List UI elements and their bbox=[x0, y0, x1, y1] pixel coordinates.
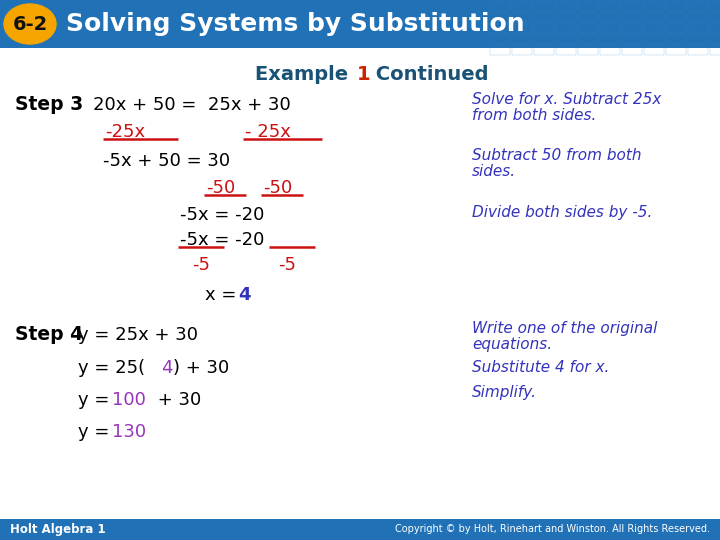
Text: Holt Algebra 1: Holt Algebra 1 bbox=[10, 523, 106, 536]
Bar bbox=[578, 24, 598, 33]
Bar bbox=[644, 13, 664, 22]
Text: 4: 4 bbox=[238, 286, 251, 304]
Text: Copyright © by Holt, Rinehart and Winston. All Rights Reserved.: Copyright © by Holt, Rinehart and Winsto… bbox=[395, 524, 710, 535]
Bar bbox=[534, 24, 554, 33]
Bar bbox=[688, 35, 708, 44]
Text: -5: -5 bbox=[278, 256, 296, 274]
Text: -50: -50 bbox=[206, 179, 235, 197]
Text: 1: 1 bbox=[357, 64, 371, 84]
Text: 4: 4 bbox=[161, 359, 173, 377]
Text: Solving Systems by Substitution: Solving Systems by Substitution bbox=[66, 12, 525, 36]
Bar bbox=[644, 46, 664, 55]
Bar bbox=[710, 46, 720, 55]
Bar bbox=[600, 35, 620, 44]
Text: 20x + 50 =  25x + 30: 20x + 50 = 25x + 30 bbox=[93, 96, 291, 114]
Bar bbox=[490, 24, 510, 33]
Text: y = 25x + 30: y = 25x + 30 bbox=[78, 326, 198, 344]
Bar bbox=[556, 46, 576, 55]
Bar bbox=[688, 24, 708, 33]
Bar bbox=[534, 46, 554, 55]
Text: y =: y = bbox=[78, 391, 115, 409]
Text: ) + 30: ) + 30 bbox=[173, 359, 229, 377]
Bar bbox=[534, 13, 554, 22]
Bar bbox=[490, 2, 510, 11]
Text: Substitute 4 for x.: Substitute 4 for x. bbox=[472, 361, 609, 375]
Bar bbox=[666, 13, 686, 22]
Text: Example: Example bbox=[255, 64, 355, 84]
Bar bbox=[666, 2, 686, 11]
Bar bbox=[710, 13, 720, 22]
Bar bbox=[622, 24, 642, 33]
Bar bbox=[666, 24, 686, 33]
Bar bbox=[666, 35, 686, 44]
Bar bbox=[512, 13, 532, 22]
Text: -5x = -20: -5x = -20 bbox=[180, 231, 264, 249]
Bar bbox=[512, 46, 532, 55]
Text: 130: 130 bbox=[112, 423, 146, 441]
Bar bbox=[0, 519, 720, 540]
Text: Write one of the original: Write one of the original bbox=[472, 321, 657, 335]
Text: 6-2: 6-2 bbox=[12, 15, 48, 33]
Bar bbox=[622, 13, 642, 22]
Bar bbox=[600, 24, 620, 33]
Bar bbox=[490, 35, 510, 44]
Bar bbox=[710, 24, 720, 33]
Bar bbox=[622, 2, 642, 11]
Bar bbox=[710, 2, 720, 11]
Text: - 25x: - 25x bbox=[245, 123, 291, 141]
Text: Solve for x. Subtract 25x: Solve for x. Subtract 25x bbox=[472, 92, 662, 107]
Bar bbox=[644, 35, 664, 44]
Text: y =: y = bbox=[78, 423, 115, 441]
Bar bbox=[490, 13, 510, 22]
Text: Step 3: Step 3 bbox=[15, 96, 84, 114]
Text: + 30: + 30 bbox=[152, 391, 202, 409]
Bar bbox=[710, 35, 720, 44]
Bar bbox=[644, 24, 664, 33]
Bar bbox=[600, 46, 620, 55]
Ellipse shape bbox=[4, 4, 56, 44]
Bar bbox=[688, 13, 708, 22]
Text: -5x + 50 = 30: -5x + 50 = 30 bbox=[103, 152, 230, 170]
Text: -5x = -20: -5x = -20 bbox=[180, 206, 264, 224]
Text: -25x: -25x bbox=[105, 123, 145, 141]
Bar bbox=[512, 2, 532, 11]
Bar bbox=[0, 0, 720, 48]
Text: -50: -50 bbox=[263, 179, 292, 197]
Text: sides.: sides. bbox=[472, 164, 516, 179]
Bar bbox=[556, 35, 576, 44]
Bar bbox=[556, 24, 576, 33]
Bar bbox=[534, 2, 554, 11]
Text: x =: x = bbox=[205, 286, 242, 304]
Bar bbox=[534, 35, 554, 44]
Bar bbox=[556, 13, 576, 22]
Bar bbox=[556, 2, 576, 11]
Bar bbox=[688, 2, 708, 11]
Text: Simplify.: Simplify. bbox=[472, 384, 537, 400]
Bar bbox=[578, 2, 598, 11]
Bar bbox=[512, 24, 532, 33]
Bar bbox=[578, 46, 598, 55]
Bar bbox=[600, 13, 620, 22]
Text: equations.: equations. bbox=[472, 336, 552, 352]
Bar bbox=[490, 46, 510, 55]
Text: Subtract 50 from both: Subtract 50 from both bbox=[472, 147, 642, 163]
Bar bbox=[578, 35, 598, 44]
Bar bbox=[600, 2, 620, 11]
Text: Divide both sides by -5.: Divide both sides by -5. bbox=[472, 205, 652, 219]
Text: 100: 100 bbox=[112, 391, 146, 409]
Text: Continued: Continued bbox=[369, 64, 488, 84]
Bar bbox=[578, 13, 598, 22]
Text: -5: -5 bbox=[192, 256, 210, 274]
Text: from both sides.: from both sides. bbox=[472, 109, 596, 124]
Bar bbox=[644, 2, 664, 11]
Text: y = 25(: y = 25( bbox=[78, 359, 145, 377]
Bar bbox=[666, 46, 686, 55]
Bar bbox=[622, 35, 642, 44]
Text: Step 4: Step 4 bbox=[15, 326, 83, 345]
Bar bbox=[688, 46, 708, 55]
Bar bbox=[622, 46, 642, 55]
Bar bbox=[512, 35, 532, 44]
